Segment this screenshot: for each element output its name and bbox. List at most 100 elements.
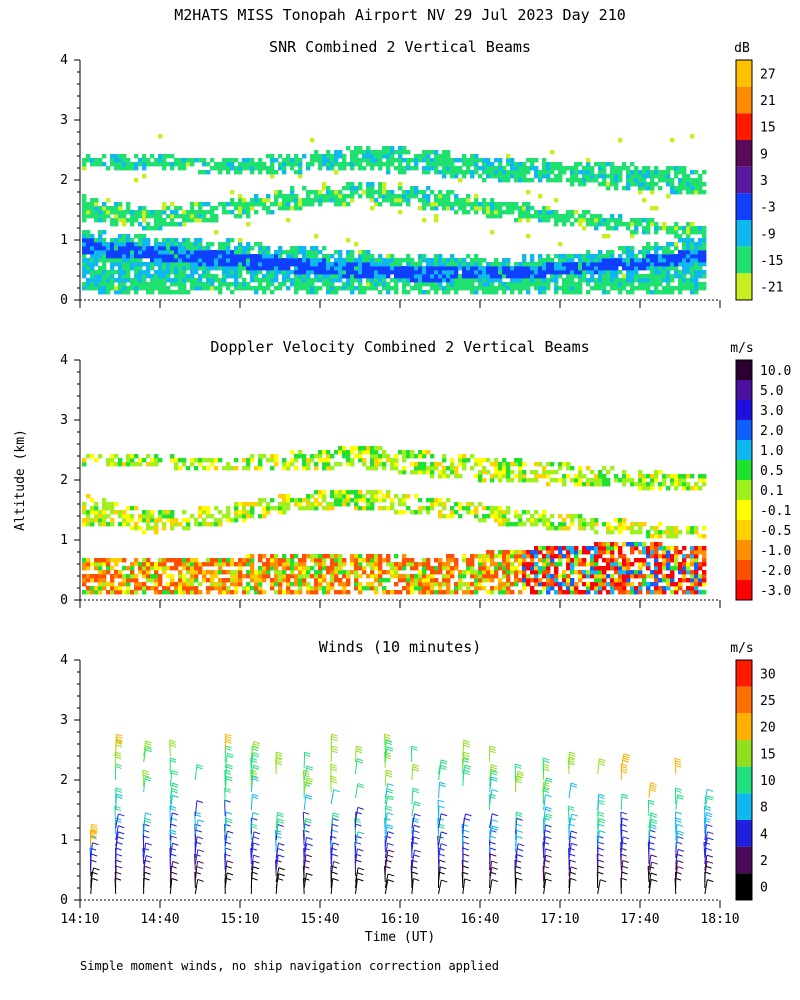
colorbar-swatch xyxy=(736,220,752,247)
snr-cell xyxy=(174,222,179,227)
doppler-cell xyxy=(246,558,251,563)
doppler-cell xyxy=(162,570,167,575)
snr-cell xyxy=(538,218,543,223)
snr-cell xyxy=(602,274,607,279)
snr-cell xyxy=(254,258,259,263)
doppler-cell xyxy=(410,582,415,587)
snr-cell xyxy=(582,226,587,231)
doppler-cell xyxy=(222,582,227,587)
doppler-cell xyxy=(670,526,675,531)
doppler-cell xyxy=(290,582,295,587)
doppler-cell xyxy=(546,574,551,579)
snr-cell xyxy=(342,194,347,199)
snr-cell xyxy=(658,174,663,179)
snr-cell xyxy=(150,262,155,267)
snr-cell xyxy=(466,202,471,207)
snr-cell xyxy=(226,250,231,255)
doppler-cell xyxy=(310,574,315,579)
snr-cell xyxy=(82,214,87,219)
doppler-cell xyxy=(602,466,607,471)
snr-cell xyxy=(546,270,551,275)
doppler-cell xyxy=(286,498,291,503)
snr-cell xyxy=(638,286,643,291)
snr-cell xyxy=(658,226,663,231)
doppler-cell xyxy=(414,494,419,499)
doppler-cell xyxy=(278,502,283,507)
doppler-cell xyxy=(358,446,363,451)
snr-cell xyxy=(698,178,703,183)
doppler-cell xyxy=(338,462,343,467)
snr-cell xyxy=(262,274,267,279)
doppler-cell xyxy=(542,514,547,519)
doppler-cell xyxy=(106,562,111,567)
doppler-cell xyxy=(366,466,371,471)
snr-cell xyxy=(298,274,303,279)
snr-cell xyxy=(598,250,603,255)
snr-cell xyxy=(346,202,351,207)
snr-cell xyxy=(326,158,331,163)
doppler-cell xyxy=(306,590,311,595)
snr-cell xyxy=(626,266,631,271)
snr-cell xyxy=(662,222,667,227)
snr-cell xyxy=(566,270,571,275)
doppler-cell xyxy=(602,546,607,551)
doppler-cell xyxy=(490,478,495,483)
doppler-cell xyxy=(218,586,223,591)
doppler-cell xyxy=(90,586,95,591)
snr-cell xyxy=(698,282,703,287)
snr-cell xyxy=(310,158,315,163)
snr-cell xyxy=(614,178,619,183)
snr-cell xyxy=(434,162,439,167)
snr-cell xyxy=(602,262,607,267)
snr-cell xyxy=(398,270,403,275)
snr-cell xyxy=(694,230,699,235)
doppler-cell xyxy=(498,478,503,483)
snr-cell xyxy=(218,278,223,283)
snr-cell xyxy=(618,282,623,287)
y-tick-label: 1 xyxy=(60,233,68,248)
doppler-cell xyxy=(542,570,547,575)
snr-cell xyxy=(178,214,183,219)
doppler-cell xyxy=(494,466,499,471)
snr-cell xyxy=(622,246,627,251)
snr-cell xyxy=(610,214,615,219)
snr-cell xyxy=(146,286,151,291)
colorbar-label: 5.0 xyxy=(760,384,783,399)
snr-cell xyxy=(574,166,579,171)
snr-cell xyxy=(426,274,431,279)
doppler-cell xyxy=(550,550,555,555)
doppler-cell xyxy=(598,470,603,475)
snr-cell xyxy=(118,286,123,291)
snr-cell xyxy=(698,174,703,179)
doppler-cell xyxy=(82,566,87,571)
snr-cell xyxy=(626,182,631,187)
snr-cell xyxy=(130,162,135,167)
snr-cell xyxy=(422,158,427,163)
doppler-cell xyxy=(518,470,523,475)
snr-cell xyxy=(370,166,375,171)
snr-cell xyxy=(234,206,239,211)
doppler-cell xyxy=(146,526,151,531)
doppler-cell xyxy=(502,550,507,555)
doppler-cell xyxy=(274,458,279,463)
doppler-cell xyxy=(94,586,99,591)
snr-cell xyxy=(326,270,331,275)
snr-cell xyxy=(690,238,695,243)
snr-cell xyxy=(550,262,555,267)
snr-cell xyxy=(594,174,599,179)
snr-cell xyxy=(438,194,443,199)
snr-cell xyxy=(378,158,383,163)
snr-cell xyxy=(126,166,131,171)
doppler-cell xyxy=(490,558,495,563)
snr-cell xyxy=(506,274,511,279)
snr-cell xyxy=(406,150,411,155)
snr-cell xyxy=(586,282,591,287)
snr-cell xyxy=(446,158,451,163)
doppler-cell xyxy=(298,454,303,459)
doppler-cell xyxy=(274,570,279,575)
snr-cell xyxy=(122,234,127,239)
snr-cell xyxy=(694,186,699,191)
snr-cell xyxy=(442,154,447,159)
snr-cell xyxy=(398,182,403,187)
snr-cell xyxy=(118,166,123,171)
